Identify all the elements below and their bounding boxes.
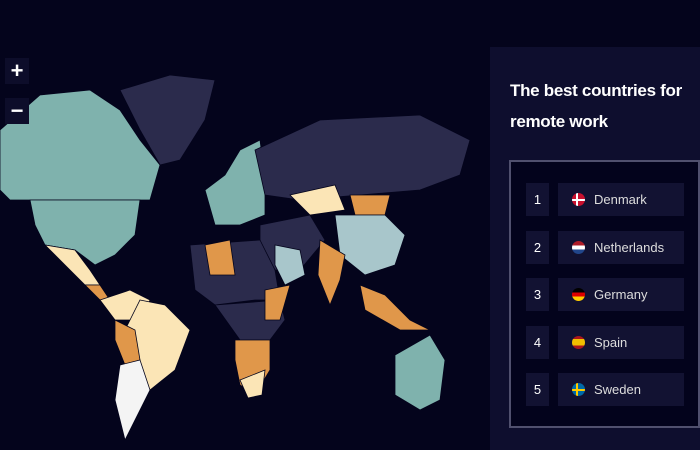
spain-flag-icon [572, 335, 585, 349]
germany-flag-icon [572, 288, 585, 301]
country-cell[interactable]: Sweden [558, 373, 684, 406]
zoom-out-button[interactable]: − [5, 98, 29, 124]
rank-number: 3 [526, 278, 549, 311]
greenland[interactable] [119, 74, 216, 166]
usa[interactable] [29, 199, 141, 266]
rank-number: 2 [526, 230, 549, 264]
country-cell[interactable]: Netherlands [558, 230, 684, 264]
country-name: Germany [594, 287, 648, 302]
mongolia[interactable] [349, 194, 391, 216]
east-africa[interactable] [264, 284, 291, 321]
algeria[interactable] [204, 239, 236, 276]
country-name: Spain [594, 334, 628, 350]
russia[interactable] [254, 114, 471, 201]
country-cell[interactable]: Spain [558, 325, 684, 359]
southeast-asia[interactable] [359, 284, 431, 331]
ranking-panel: The best countries for remote work 1 Den… [490, 47, 700, 450]
rank-number: 4 [526, 325, 549, 359]
ranking-item[interactable]: 4 Spain [526, 325, 700, 359]
kazakhstan[interactable] [289, 184, 346, 216]
country-cell[interactable]: Germany [558, 278, 684, 311]
chile-argentina[interactable] [114, 359, 151, 442]
country-name: Netherlands [594, 239, 665, 255]
sweden-flag-icon [572, 383, 585, 396]
country-name: Sweden [594, 382, 641, 397]
ranking-item[interactable]: 2 Netherlands [526, 230, 700, 264]
saudi[interactable] [274, 244, 306, 286]
canada[interactable] [0, 89, 161, 201]
rank-number: 1 [526, 183, 549, 216]
india[interactable] [317, 239, 346, 307]
panel-title: The best countries for remote work [510, 81, 682, 131]
china[interactable] [334, 214, 406, 276]
country-cell[interactable]: Denmark [558, 183, 684, 216]
world-map[interactable] [0, 0, 490, 450]
denmark-flag-icon [572, 193, 585, 206]
zoom-in-button[interactable]: + [5, 58, 29, 84]
south-africa[interactable] [239, 369, 266, 399]
australia[interactable] [394, 334, 446, 411]
ranking-item[interactable]: 1 Denmark [526, 183, 700, 216]
ranking-list: 1 Denmark 2 Netherlands 3 Germany 4 Spain 5 … [509, 160, 700, 428]
netherlands-flag-icon [572, 240, 585, 254]
ranking-item[interactable]: 3 Germany [526, 278, 700, 311]
ranking-item[interactable]: 5 Sweden [526, 373, 700, 406]
country-name: Denmark [594, 192, 647, 207]
rank-number: 5 [526, 373, 549, 406]
